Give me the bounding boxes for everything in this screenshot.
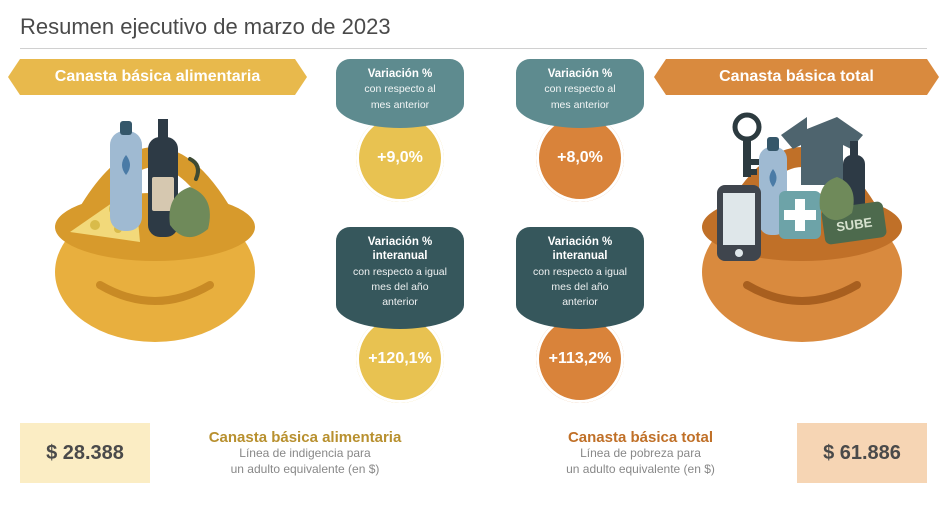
tag-sub2: mes anterior — [344, 99, 456, 112]
header-cba: Canasta básica alimentaria — [20, 59, 295, 95]
tag-sub2: mes del año — [524, 281, 636, 294]
tag-sub1: con respecto al — [344, 83, 456, 96]
header-cbt: Canasta básica total — [666, 59, 927, 95]
cbt-desc: Canasta básica total Línea de pobreza pa… — [484, 423, 797, 483]
infographic-body: Canasta básica alimentaria Canasta básic… — [0, 59, 947, 511]
cbt-variation-yearly: Variación % interanual con respecto a ig… — [500, 227, 660, 403]
cba-desc-line1: Línea de indigencia para — [239, 446, 370, 462]
cba-desc-title: Canasta básica alimentaria — [209, 429, 402, 446]
cba-variation-yearly: Variación % interanual con respecto a ig… — [320, 227, 480, 403]
tag-title2: interanual — [344, 249, 456, 263]
cbt-monthly-tag: Variación % con respecto al mes anterior — [516, 59, 644, 128]
bottom-row: $ 28.388 Canasta básica alimentaria Líne… — [20, 423, 927, 487]
cbt-desc-line2: un adulto equivalente (en $) — [566, 462, 715, 478]
cbt-yearly-tag: Variación % interanual con respecto a ig… — [516, 227, 644, 329]
tag-sub3: anterior — [344, 296, 456, 309]
cbt-desc-line1: Línea de pobreza para — [580, 446, 701, 462]
tag-sub1: con respecto a igual — [344, 266, 456, 279]
cbt-desc-title: Canasta básica total — [568, 429, 713, 446]
tag-title: Variación % — [524, 235, 636, 249]
cbt-variation-monthly: Variación % con respecto al mes anterior… — [500, 59, 660, 202]
tag-title: Variación % — [344, 67, 456, 81]
tag-sub3: anterior — [524, 296, 636, 309]
tag-sub1: con respecto a igual — [524, 266, 636, 279]
tag-sub2: mes anterior — [524, 99, 636, 112]
cba-yearly-tag: Variación % interanual con respecto a ig… — [336, 227, 464, 329]
cba-monthly-tag: Variación % con respecto al mes anterior — [336, 59, 464, 128]
page-title: Resumen ejecutivo de marzo de 2023 — [0, 0, 947, 40]
tag-title: Variación % — [344, 235, 456, 249]
tag-sub2: mes del año — [344, 281, 456, 294]
basket-food-icon — [40, 107, 270, 347]
cba-variation-monthly: Variación % con respecto al mes anterior… — [320, 59, 480, 202]
basket-total-icon: SUBE — [687, 107, 917, 347]
tag-title2: interanual — [524, 249, 636, 263]
tag-sub1: con respecto al — [524, 83, 636, 96]
cbt-price: $ 61.886 — [797, 423, 927, 483]
cba-desc: Canasta básica alimentaria Línea de indi… — [150, 423, 460, 483]
cba-price: $ 28.388 — [20, 423, 150, 483]
tag-title: Variación % — [524, 67, 636, 81]
cba-bottom-block: $ 28.388 Canasta básica alimentaria Líne… — [20, 423, 460, 487]
title-underline — [20, 48, 927, 49]
cba-desc-line2: un adulto equivalente (en $) — [231, 462, 380, 478]
cbt-bottom-block: Canasta básica total Línea de pobreza pa… — [484, 423, 927, 487]
